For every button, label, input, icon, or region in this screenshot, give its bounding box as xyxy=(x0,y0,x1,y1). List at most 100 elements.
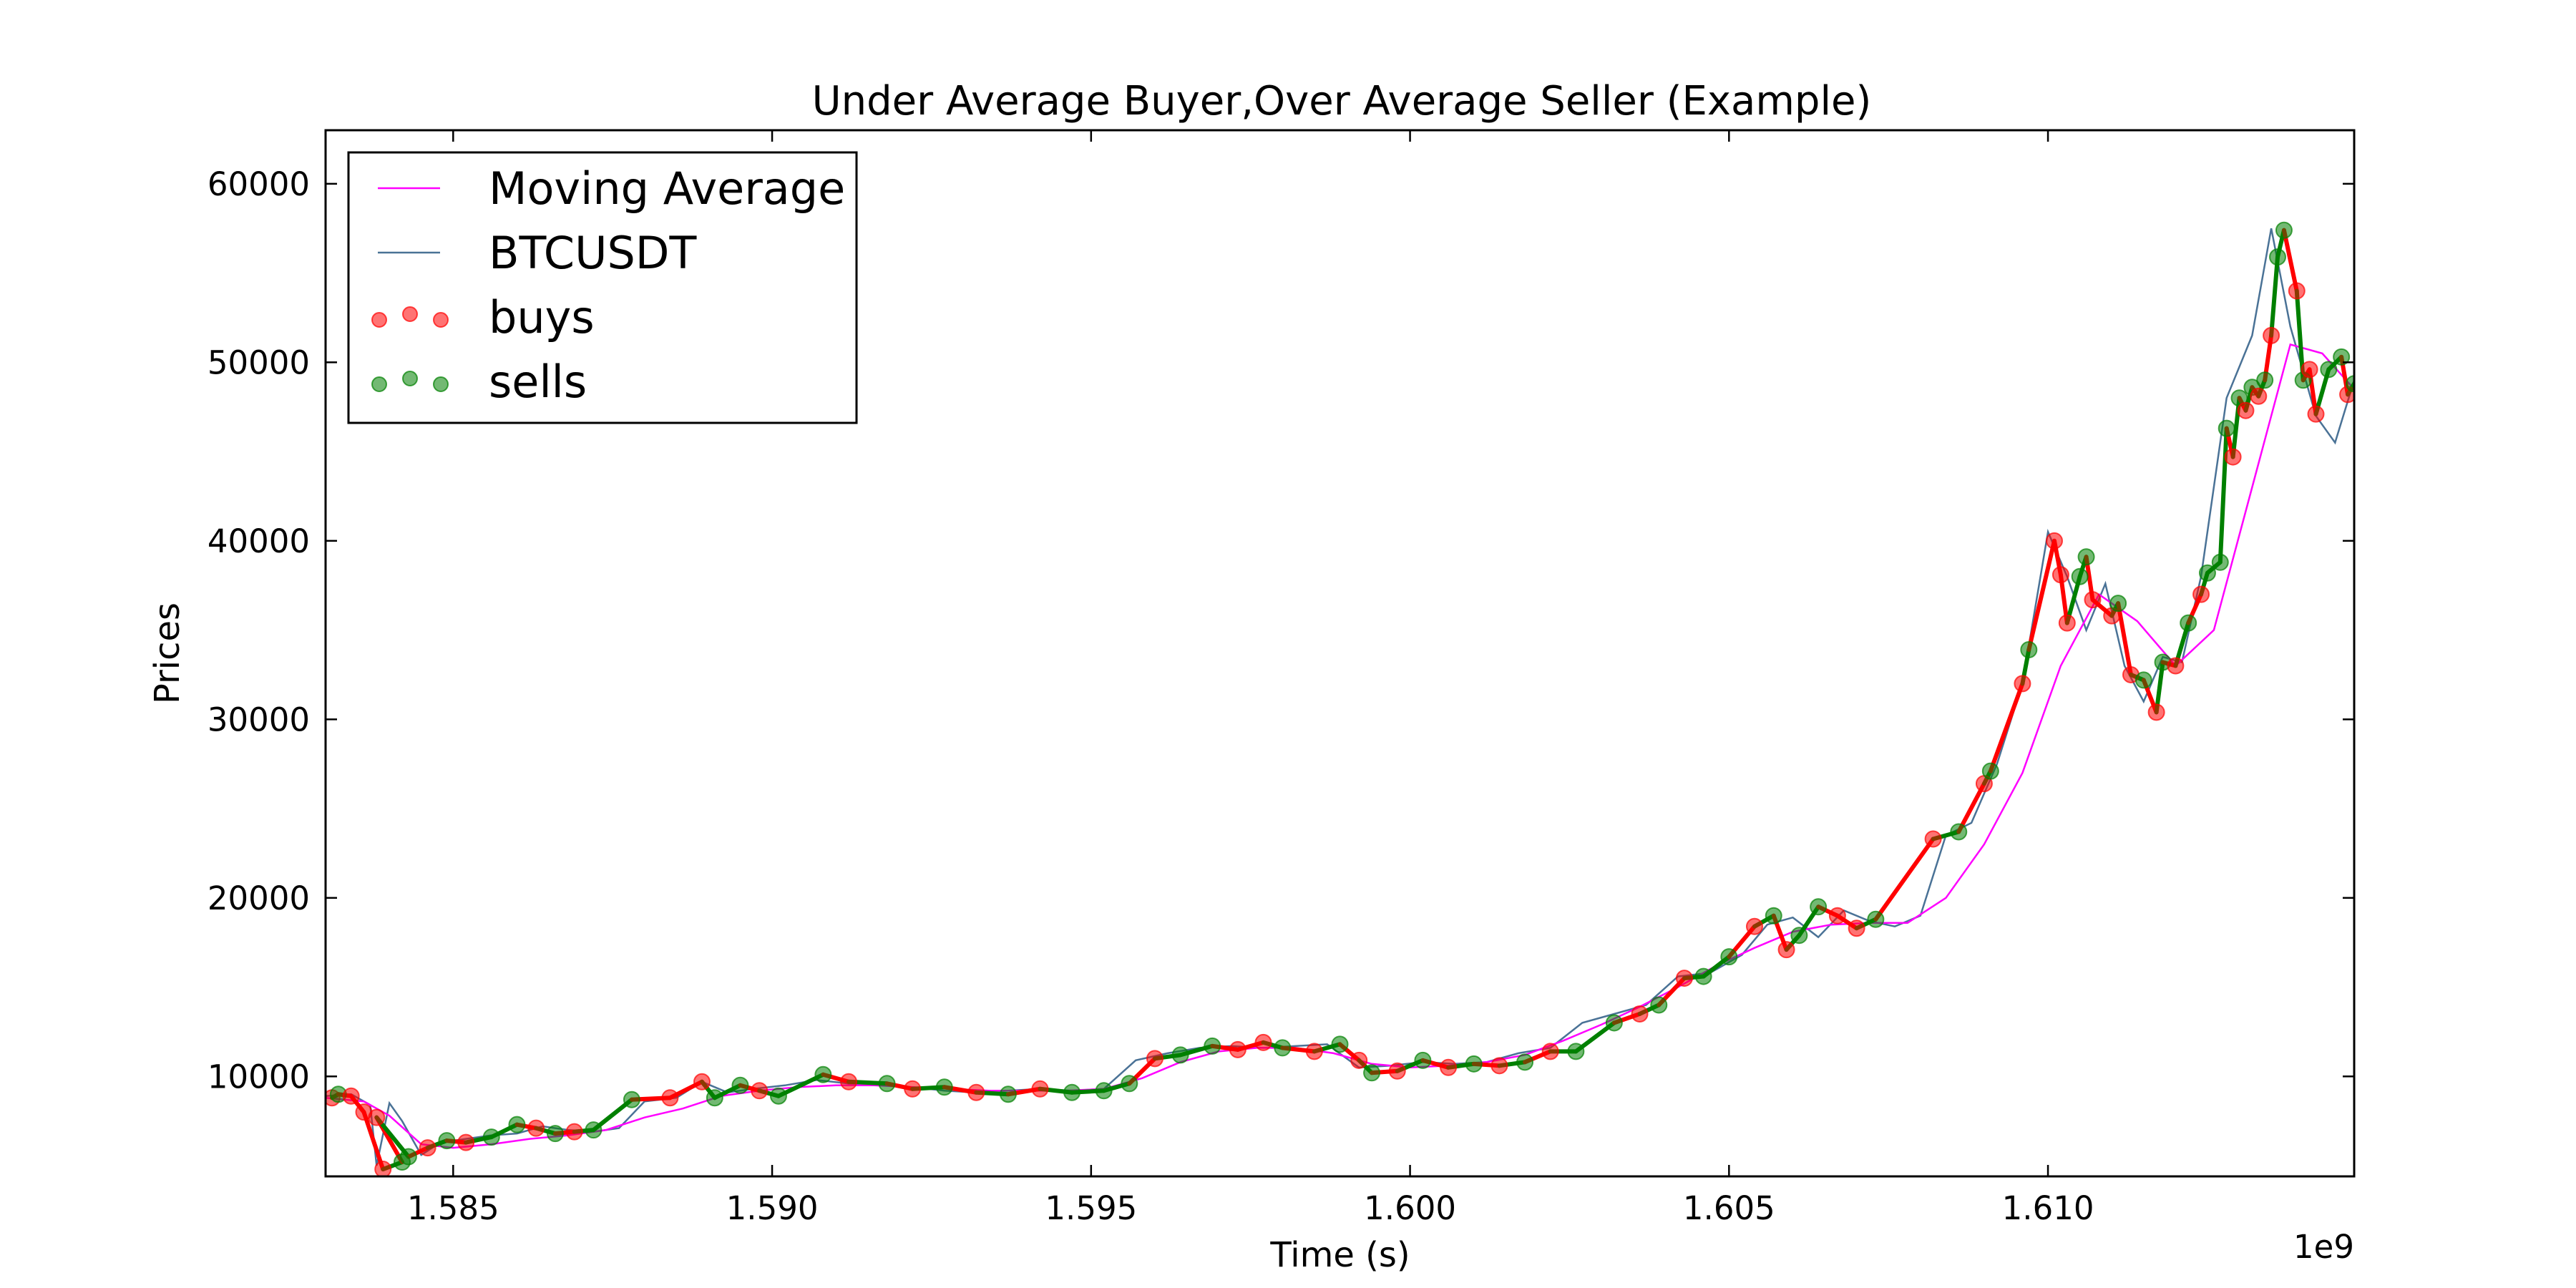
buy-point xyxy=(2014,675,2031,693)
buy-point xyxy=(1777,941,1795,959)
buy-point xyxy=(2263,326,2280,344)
x-tick-label: 1.605 xyxy=(1683,1189,1775,1227)
buy-point xyxy=(1745,917,1763,935)
sell-point xyxy=(2269,248,2287,266)
buy-point xyxy=(2045,532,2063,550)
sell-point xyxy=(1981,762,1999,780)
sell-point xyxy=(731,1076,749,1094)
sell-point xyxy=(2333,348,2351,366)
trade-connector xyxy=(2026,538,2057,653)
buy-point xyxy=(2224,448,2242,466)
buy-point xyxy=(2288,282,2306,300)
sell-point xyxy=(1171,1046,1189,1064)
buy-point xyxy=(527,1119,545,1137)
buy-point xyxy=(1440,1058,1458,1076)
legend: Moving Average BTCUSDT buys sells xyxy=(347,151,858,424)
legend-label: buys xyxy=(489,291,595,343)
sell-point xyxy=(623,1091,640,1108)
sell-point xyxy=(878,1075,896,1093)
plot-frame xyxy=(324,129,2356,1178)
sell-point xyxy=(2135,671,2152,689)
buy-point xyxy=(1031,1080,1049,1098)
sell-point xyxy=(1274,1039,1292,1057)
buy-point xyxy=(1924,830,1942,848)
trade-connector xyxy=(2218,426,2229,565)
y-tick-label: 60000 xyxy=(208,165,310,203)
sell-point xyxy=(1867,910,1885,928)
buy-point xyxy=(565,1123,583,1141)
sell-point xyxy=(1810,898,1828,916)
y-tick-label: 10000 xyxy=(208,1058,310,1096)
buy-point xyxy=(342,1087,360,1105)
sell-point xyxy=(1950,823,1968,841)
legend-swatch-marker xyxy=(402,371,418,386)
sell-point xyxy=(508,1116,526,1133)
buy-point xyxy=(1541,1043,1559,1060)
sell-point xyxy=(2320,361,2338,379)
buy-point xyxy=(2084,591,2102,609)
trade-connector xyxy=(2269,255,2280,338)
sell-point xyxy=(2256,371,2274,389)
sell-point xyxy=(1790,927,1808,945)
buy-point xyxy=(2307,405,2325,423)
sell-point xyxy=(1720,948,1738,966)
sell-point xyxy=(1121,1075,1138,1093)
x-axis-label: Time (s) xyxy=(1269,1235,1410,1275)
sell-point xyxy=(1414,1051,1432,1069)
sell-point xyxy=(1567,1043,1585,1060)
buy-point xyxy=(1254,1033,1272,1051)
buy-point xyxy=(1229,1040,1246,1058)
legend-swatch-marker xyxy=(433,312,449,328)
series-line-moving-average xyxy=(326,343,2354,1149)
trade-connector xyxy=(1956,781,1986,834)
sell-point xyxy=(2109,595,2127,613)
sell-point xyxy=(1605,1014,1623,1032)
y-axis: 10000 20000 30000 40000 50000 60000 xyxy=(208,165,2354,1096)
trade-connector xyxy=(1873,836,1936,922)
buy-point xyxy=(1146,1050,1163,1068)
sell-point xyxy=(1363,1064,1381,1082)
sell-point xyxy=(2218,419,2235,437)
buy-point xyxy=(1388,1062,1406,1080)
buy-point xyxy=(2058,614,2076,632)
buy-point xyxy=(1350,1051,1368,1069)
buy-point xyxy=(419,1139,436,1157)
x-axis: 1.585 1.590 1.595 1.600 1.605 1.610 xyxy=(407,130,2094,1227)
sell-point xyxy=(1095,1082,1113,1100)
y-tick-label: 50000 xyxy=(208,343,310,381)
buy-point xyxy=(751,1082,769,1100)
legend-swatch-marker xyxy=(371,312,387,328)
y-tick-label: 20000 xyxy=(208,879,310,917)
x-tick-label: 1.585 xyxy=(407,1189,499,1227)
buy-point xyxy=(1491,1057,1508,1075)
sell-point xyxy=(1765,907,1782,924)
sell-point xyxy=(2020,641,2038,659)
legend-swatch-marker xyxy=(371,376,387,392)
buy-point xyxy=(2237,401,2255,419)
legend-label: Moving Average xyxy=(489,162,845,215)
legend-frame xyxy=(347,151,858,424)
sell-point xyxy=(1650,996,1668,1014)
y-tick-label: 30000 xyxy=(208,701,310,738)
buy-point xyxy=(2147,703,2165,721)
sell-point xyxy=(2198,564,2216,582)
buy-point xyxy=(2192,585,2210,603)
plot-area xyxy=(326,221,2354,1176)
sell-point xyxy=(399,1148,417,1166)
buy-point xyxy=(2250,387,2268,405)
sell-point xyxy=(2211,553,2229,571)
chart-title: Under Average Buyer,Over Average Seller … xyxy=(812,78,1872,125)
sell-point xyxy=(1063,1083,1081,1101)
sell-point xyxy=(1516,1053,1534,1071)
buy-point xyxy=(904,1080,922,1098)
buy-point xyxy=(2167,657,2185,675)
sell-point xyxy=(1465,1055,1483,1073)
buy-point xyxy=(661,1089,679,1107)
sell-point xyxy=(2346,375,2354,393)
buy-point xyxy=(2301,361,2318,379)
sell-point xyxy=(2071,567,2089,585)
trade-connector xyxy=(361,1110,386,1172)
x-axis-offset-label: 1e9 xyxy=(2293,1228,2354,1266)
legend-label: BTCUSDT xyxy=(489,227,698,279)
